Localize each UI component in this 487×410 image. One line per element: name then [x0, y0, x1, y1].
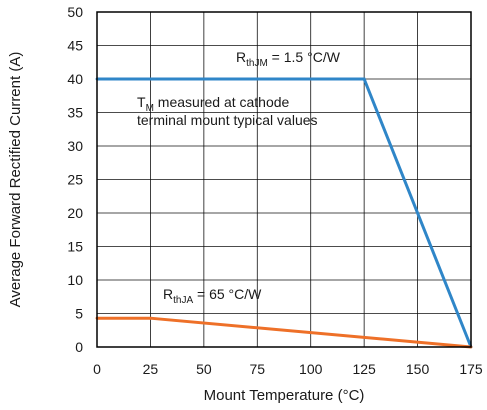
y-tick-labels: 0 5 10 15 20 25 30 35 40 45 50 [67, 4, 83, 355]
y-tick-label: 5 [75, 306, 83, 322]
y-tick-label: 20 [67, 205, 83, 221]
data-point [149, 316, 152, 320]
x-axis-title: Mount Temperature (°C) [204, 387, 365, 404]
x-tick-label: 150 [406, 361, 430, 377]
annotation-note-line2: terminal mount typical values [137, 112, 318, 128]
x-tick-label: 175 [459, 361, 483, 377]
y-tick-label: 40 [67, 71, 83, 87]
annotation-note-line1: TM measured at cathode [137, 94, 290, 114]
x-tick-labels: 0 25 50 75 100 125 150 175 [93, 361, 483, 377]
y-tick-label: 35 [67, 105, 83, 121]
x-tick-label: 75 [249, 361, 265, 377]
series-line-2 [97, 316, 472, 349]
x-tick-label: 50 [196, 361, 212, 377]
plot-frame [96, 11, 472, 348]
annotation-rthjm: RthJM = 1.5 °C/W [236, 49, 341, 69]
y-tick-label: 15 [67, 239, 83, 255]
y-tick-label: 0 [75, 339, 83, 355]
y-tick-label: 45 [67, 38, 83, 54]
annotation-rthja: RthJA = 65 °C/W [163, 286, 262, 306]
y-tick-label: 25 [67, 172, 83, 188]
y-axis-title: Average Forward Rectified Current (A) [7, 52, 24, 308]
x-tick-label: 125 [352, 361, 376, 377]
y-tick-label: 10 [67, 272, 83, 288]
y-tick-label: 30 [67, 138, 83, 154]
y-tick-label: 50 [67, 4, 83, 20]
x-tick-label: 100 [299, 361, 323, 377]
x-tick-label: 25 [143, 361, 159, 377]
data-point [362, 77, 366, 81]
x-tick-label: 0 [93, 361, 101, 377]
